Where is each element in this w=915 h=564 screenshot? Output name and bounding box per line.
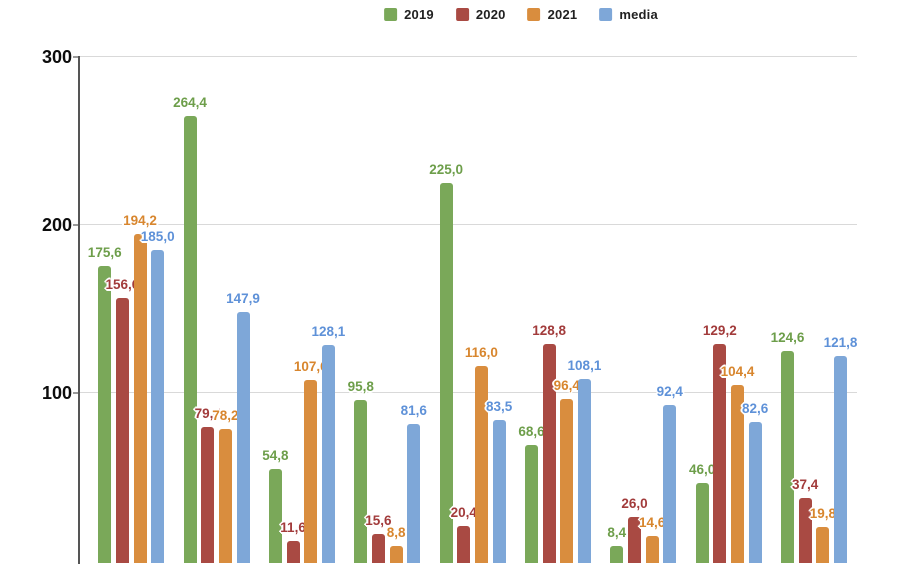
bar-media-group4[interactable]	[407, 423, 421, 563]
bar-media-group1[interactable]	[151, 249, 165, 563]
legend-swatch-icon	[599, 8, 613, 21]
y-axis-tick	[72, 223, 79, 226]
bar-value-label: 225,0	[429, 161, 464, 177]
gridline-300	[78, 56, 857, 58]
bar-2020-group5[interactable]	[457, 526, 471, 563]
bar-2021-group6[interactable]	[560, 398, 574, 563]
gridline-100	[78, 392, 857, 394]
y-axis-tick	[72, 55, 79, 58]
bar-2020-group4[interactable]	[371, 534, 385, 563]
bar-2020-group3[interactable]	[286, 541, 300, 563]
bar-value-label: 8,4	[607, 525, 627, 541]
bar-2020-group9[interactable]	[798, 497, 812, 563]
bar-value-label: 26,0	[621, 495, 648, 511]
bar-2021-group8[interactable]	[730, 385, 744, 563]
bar-value-label: 81,6	[400, 402, 427, 418]
bar-value-label: 54,8	[262, 447, 289, 463]
bar-value-label: 8,8	[386, 524, 406, 540]
bar-2019-group3[interactable]	[268, 468, 282, 563]
bar-value-label: 82,6	[741, 400, 769, 416]
bar-value-label: 96,4	[553, 377, 580, 393]
bar-2020-group8[interactable]	[713, 343, 727, 563]
bar-value-label: 147,9	[226, 291, 260, 307]
bar-media-group8[interactable]	[748, 421, 762, 563]
bar-value-label: 108,1	[567, 357, 602, 373]
bar-value-label: 264,4	[173, 95, 207, 111]
bar-2021-group4[interactable]	[389, 545, 403, 563]
bar-value-label: 129,2	[702, 322, 737, 338]
bar-media-group5[interactable]	[492, 420, 506, 563]
bar-value-label: 175,6	[87, 244, 122, 260]
bar-value-label: 11,6	[280, 520, 306, 536]
bar-value-label: 95,8	[347, 378, 374, 394]
bar-2021-group2[interactable]	[218, 429, 232, 563]
bar-value-label: 156,6	[105, 276, 140, 292]
bar-2020-group7[interactable]	[627, 516, 641, 563]
y-axis-line	[77, 56, 80, 564]
y-axis-label: 100	[41, 382, 72, 403]
bar-media-group7[interactable]	[663, 405, 677, 563]
bar-value-label: 83,5	[485, 399, 513, 415]
bar-2020-group6[interactable]	[542, 344, 556, 563]
bar-value-label: 37,4	[792, 476, 819, 492]
bar-value-label: 124,6	[770, 330, 805, 346]
bar-2019-group5[interactable]	[439, 182, 453, 563]
bar-value-label: 185,0	[140, 228, 175, 244]
bar-2021-group7[interactable]	[645, 536, 659, 563]
bar-value-label: 20,4	[450, 505, 477, 521]
bar-media-group9[interactable]	[833, 355, 847, 563]
bar-value-label: 79,4	[194, 406, 221, 422]
bar-2021-group3[interactable]	[304, 379, 318, 563]
gridline-200	[78, 224, 857, 226]
chart-legend: 2019 2020 2021 media	[384, 7, 658, 22]
bar-value-label: 92,4	[656, 384, 683, 400]
y-axis-tick	[72, 391, 79, 394]
bar-value-label: 68,6	[518, 424, 545, 440]
bar-2020-group2[interactable]	[201, 427, 215, 563]
bar-2019-group8[interactable]	[695, 483, 709, 563]
legend-label: 2020	[475, 7, 506, 22]
bar-2019-group2[interactable]	[183, 116, 197, 563]
legend-item-2021[interactable]: 2021	[527, 7, 578, 22]
legend-label: 2021	[547, 7, 578, 22]
bar-media-group6[interactable]	[577, 378, 591, 563]
bar-2019-group6[interactable]	[524, 445, 538, 563]
bar-2019-group9[interactable]	[781, 351, 794, 563]
bar-value-label: 121,8	[823, 334, 858, 350]
legend-swatch-icon	[455, 8, 469, 21]
bar-value-label: 104,4	[720, 364, 755, 380]
bar-2019-group4[interactable]	[354, 399, 368, 563]
bar-value-label: 107,6	[293, 358, 328, 374]
bar-value-label: 194,2	[123, 213, 157, 229]
y-axis-label: 200	[41, 214, 72, 235]
bar-value-label: 19,8	[809, 506, 836, 522]
bar-2021-group5[interactable]	[474, 365, 488, 563]
legend-label: 2019	[404, 7, 434, 22]
bar-2020-group1[interactable]	[115, 297, 129, 563]
bar-media-group2[interactable]	[236, 312, 250, 563]
legend-swatch-icon	[527, 8, 541, 21]
bar-value-label: 46,0	[689, 462, 716, 478]
bar-2021-group1[interactable]	[133, 234, 147, 563]
bar-value-label: 15,6	[365, 513, 392, 529]
legend-label: media	[619, 7, 658, 22]
bar-value-label: 128,1	[311, 324, 346, 340]
bar-2019-group1[interactable]	[98, 265, 112, 563]
bar-2021-group9[interactable]	[816, 527, 830, 563]
bar-value-label: 14,6	[638, 515, 666, 531]
bar-value-label: 116,0	[464, 344, 498, 360]
bar-value-label: 128,8	[532, 323, 567, 339]
legend-item-media[interactable]: media	[599, 7, 658, 22]
bar-media-group3[interactable]	[321, 345, 335, 563]
bar-value-label: 78,2	[212, 408, 239, 424]
legend-item-2020[interactable]: 2020	[455, 7, 506, 22]
y-axis-label: 300	[41, 46, 72, 67]
legend-item-2019[interactable]: 2019	[384, 7, 434, 22]
legend-swatch-icon	[384, 8, 398, 21]
